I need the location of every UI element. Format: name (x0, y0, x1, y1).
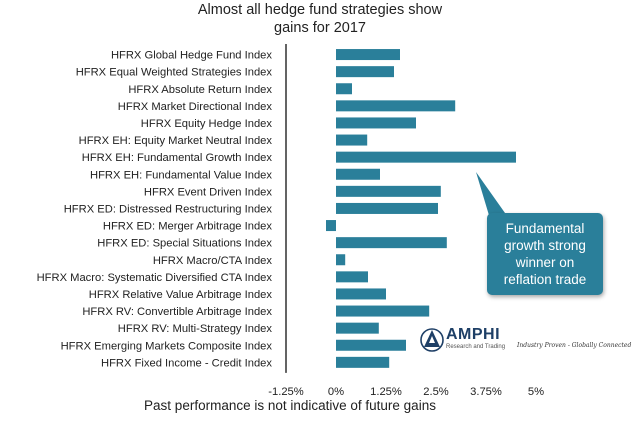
x-tick-label: 5% (528, 386, 544, 398)
amphi-logo: AMPHI Research and Trading Industry Prov… (420, 324, 640, 354)
chart-title-line-1: Almost all hedge fund strategies show (197, 2, 443, 18)
bar (336, 202, 438, 214)
category-label: HFRX Equity Hedge Index (141, 118, 273, 130)
bar (336, 322, 379, 334)
category-label: HFRX RV: Multi-Strategy Index (118, 323, 273, 335)
category-label: HFRX Market Directional Index (118, 101, 273, 113)
bar (336, 168, 380, 180)
category-label: HFRX RV: Convertible Arbitrage Index (82, 306, 272, 318)
bar (326, 220, 336, 232)
amphi-mountain-icon (420, 328, 444, 352)
callout-text: Fundamental growth strong winner on refl… (503, 221, 587, 287)
x-tick-label: 3.75% (470, 386, 502, 398)
category-label: HFRX Global Hedge Fund Index (111, 50, 272, 62)
category-label: HFRX EH: Fundamental Value Index (90, 169, 272, 181)
bar (336, 49, 400, 61)
bar (336, 151, 516, 163)
bar (336, 117, 416, 129)
category-label: HFRX Macro/CTA Index (153, 255, 273, 267)
bar (336, 134, 368, 146)
chart-title-line-2: gains for 2017 (274, 20, 366, 36)
category-label: HFRX Emerging Markets Composite Index (61, 340, 273, 352)
category-label: HFRX EH: Fundamental Growth Index (82, 152, 273, 164)
category-label: HFRX Absolute Return Index (128, 84, 272, 96)
bar (336, 66, 394, 78)
category-label: HFRX ED: Merger Arbitrage Index (103, 221, 273, 233)
bar (336, 288, 386, 300)
logo-name: AMPHI (446, 326, 501, 343)
category-label: HFRX ED: Special Situations Index (97, 238, 272, 250)
category-label: HFRX Event Driven Index (144, 186, 272, 198)
bar (336, 356, 390, 368)
bar (336, 83, 352, 95)
x-tick-label: 1.25% (370, 386, 402, 398)
x-tick-label: 2.5% (423, 386, 449, 398)
bar (336, 254, 346, 266)
logo-tagline: Industry Proven - Globally Connected (517, 342, 632, 349)
bar (336, 100, 456, 112)
x-tick-label: -1.25% (268, 386, 303, 398)
annotation-callout: Fundamental growth strong winner on refl… (487, 213, 603, 295)
footnote: Past performance is not indicative of fu… (144, 398, 436, 413)
category-label: HFRX Relative Value Arbitrage Index (89, 289, 273, 301)
category-label: HFRX Fixed Income - Credit Index (101, 357, 272, 369)
bar (336, 271, 368, 283)
category-label: HFRX Macro: Systematic Diversified CTA I… (37, 272, 273, 284)
bar (336, 339, 406, 351)
logo-subtitle: Research and Trading (446, 344, 506, 350)
bar (336, 305, 430, 317)
bar (336, 237, 447, 249)
x-tick-label: 0% (328, 386, 344, 398)
category-label: HFRX EH: Equity Market Neutral Index (79, 135, 273, 147)
category-label: HFRX Equal Weighted Strategies Index (76, 67, 273, 79)
bar (336, 185, 441, 197)
category-label: HFRX ED: Distressed Restructuring Index (64, 203, 273, 215)
